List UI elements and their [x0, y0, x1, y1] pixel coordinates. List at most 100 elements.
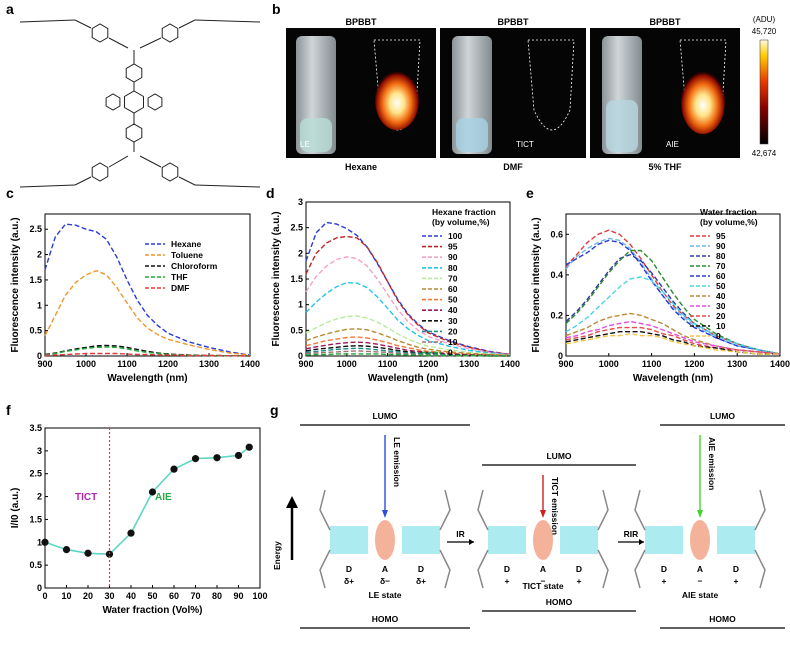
x-tick-label: 1300 — [727, 359, 747, 369]
series-line-80 — [305, 281, 511, 356]
x-tick-label: 100 — [252, 591, 267, 601]
y-tick-label: 1 — [298, 300, 303, 310]
transition-label: IR — [456, 529, 465, 539]
y-tick-label: 3.5 — [29, 423, 42, 433]
transition-arrowhead — [469, 539, 474, 545]
y-tick-label: 0.5 — [290, 325, 303, 335]
charge-label: + — [505, 576, 510, 586]
photo-title-le: BPBBT — [346, 17, 378, 27]
y-axis-label: I/I0 (a.u.) — [10, 488, 21, 529]
x-tick-label: 1000 — [599, 359, 619, 369]
y-tick-label: 1.5 — [290, 274, 303, 284]
x-tick-label: 1400 — [500, 359, 520, 369]
emission-label: TICT emission — [550, 477, 560, 535]
legend-entry: DMF — [171, 283, 189, 293]
series-line-10 — [565, 331, 780, 355]
data-point — [213, 454, 221, 462]
legend-entry: 80 — [448, 263, 458, 273]
series-line-20 — [565, 326, 781, 355]
x-tick-label: 1300 — [459, 359, 479, 369]
legend-entry: 30 — [448, 316, 458, 326]
alkyl-chain — [439, 549, 451, 589]
x-tick-label: 1300 — [199, 359, 219, 369]
emission-label: LE emission — [392, 437, 402, 487]
chart-c: 900 1000 1100 1200 1300 1400 0 0.5 1 1.5 2 2.5 Wavel… — [10, 213, 260, 384]
donor-block — [488, 526, 526, 554]
legend-title: (by volume,%) — [432, 217, 490, 227]
data-point — [84, 549, 92, 557]
series-line-Toluene — [44, 270, 251, 356]
legend-entry: 50 — [716, 281, 726, 291]
unit-label: A — [540, 564, 546, 574]
chart-d: 900 1000 1100 1200 1300 140000.511.522.53Wave… — [271, 197, 520, 384]
legend-title: Water fraction — [700, 207, 757, 217]
mode-label-aie: AIE — [666, 140, 679, 149]
unit-label: D — [576, 564, 582, 574]
series-line-40 — [565, 312, 781, 355]
photo-tile-le: LE BPBBT Hexane — [286, 17, 436, 172]
lumo-label: LUMO — [546, 451, 571, 461]
thiadiazole-ring — [147, 93, 163, 111]
alkyl-chain — [597, 549, 609, 589]
legend-entry: THF — [171, 272, 188, 282]
x-tick-label: 50 — [147, 591, 157, 601]
alkyl-chain — [634, 549, 646, 589]
alkyl-chain — [477, 489, 489, 531]
photo-title-tict: BPBBT — [498, 17, 530, 27]
solvent-label-thf: 5% THF — [648, 162, 682, 172]
alkyl-chain — [634, 489, 646, 531]
x-tick-label: 60 — [169, 591, 179, 601]
y-tick-label: 2.5 — [29, 224, 42, 234]
y-tick-label: 0 — [37, 351, 42, 361]
chart-f: 0 10 20 30 40 50 60 70 80 90 100 0 0.5 1 1.5 2 2.5 3 3.5 Wa… — [10, 423, 268, 616]
x-tick-label: 900 — [298, 359, 313, 369]
alkyl-chain — [19, 184, 76, 188]
y-tick-label: 1.5 — [29, 514, 42, 524]
charge-label: + — [734, 576, 739, 586]
series-line-DMF — [44, 352, 251, 357]
transition-arrowhead — [639, 539, 644, 545]
alkyl-chain — [319, 489, 331, 531]
legend-entry: 0 — [716, 331, 721, 341]
data-point — [105, 550, 114, 558]
panel-label-b: b — [272, 1, 281, 17]
series-line-100 — [305, 221, 511, 356]
alkyl-chain — [194, 184, 261, 188]
x-tick-label: 1200 — [158, 359, 178, 369]
solvent-label-hexane: Hexane — [345, 162, 377, 172]
charge-label: δ− — [380, 576, 390, 586]
plot-frame — [565, 213, 781, 357]
legend-entry: 60 — [448, 284, 458, 294]
y-tick-label: 2.5 — [290, 223, 303, 233]
legend-entry: 40 — [716, 291, 726, 301]
legend-entry: 40 — [448, 305, 458, 315]
phenyl-ring — [91, 162, 109, 182]
data-point — [41, 538, 49, 546]
charge-label: δ+ — [344, 576, 354, 586]
legend-entry: 10 — [448, 337, 458, 347]
alkyl-chain — [19, 19, 76, 23]
legend-entry: 70 — [716, 261, 726, 271]
legend-entry: 95 — [716, 231, 726, 241]
y-tick-label: 1.5 — [29, 275, 42, 285]
colorbar-max: 45,720 — [752, 27, 777, 36]
x-tick-label: 1400 — [770, 359, 790, 369]
plot-frame — [44, 427, 261, 589]
donor-block — [717, 526, 755, 554]
mode-label-tict: TICT — [516, 140, 534, 149]
bond — [108, 37, 129, 49]
legend-title: (by volume,%) — [700, 217, 758, 227]
y-tick-label: 0 — [37, 583, 42, 593]
energy-label: Energy — [272, 541, 282, 570]
y-tick-label: 2.5 — [29, 469, 42, 479]
energy-diagram: Energy LUMO HOMO LE emission Dδ+ Aδ− Dδ+ LE sta… — [272, 411, 785, 629]
bond — [178, 19, 196, 29]
y-tick-label: 0.2 — [550, 310, 563, 320]
data-point — [170, 465, 178, 473]
legend-entry: 80 — [716, 251, 726, 261]
x-tick-label: 1200 — [418, 359, 438, 369]
legend-entry: 95 — [448, 242, 458, 252]
legend-entry: 20 — [716, 311, 726, 321]
series-line-70 — [305, 315, 511, 357]
x-tick-label: 40 — [126, 591, 136, 601]
